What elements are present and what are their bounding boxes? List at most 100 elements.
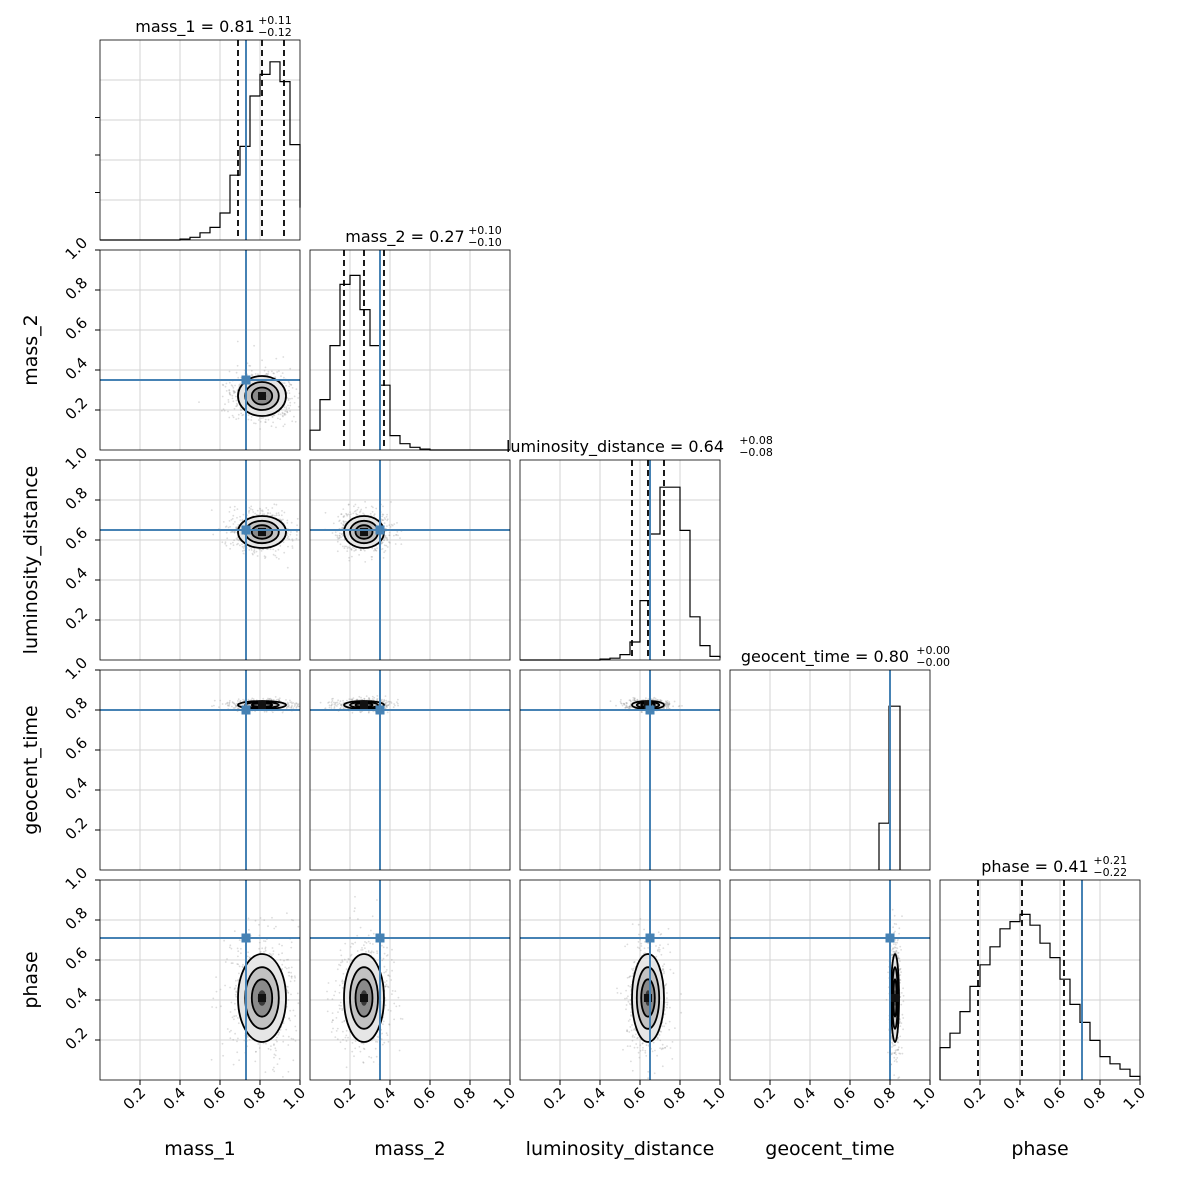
sample-point bbox=[257, 373, 259, 375]
sample-point bbox=[233, 531, 236, 534]
sample-point bbox=[250, 505, 253, 508]
truth-marker bbox=[241, 525, 251, 535]
sample-point bbox=[235, 418, 238, 420]
sample-point bbox=[633, 700, 636, 702]
sample-point bbox=[279, 518, 281, 521]
sample-point bbox=[250, 369, 253, 372]
sample-point bbox=[237, 1037, 239, 1040]
sample-point bbox=[236, 340, 239, 343]
sample-point bbox=[349, 511, 351, 513]
sample-point bbox=[235, 979, 237, 982]
sample-point bbox=[334, 534, 337, 537]
title-minus: −0.22 bbox=[1093, 866, 1127, 879]
sample-point bbox=[341, 527, 343, 530]
sample-point bbox=[342, 523, 345, 526]
sample-point bbox=[286, 958, 288, 961]
sample-point bbox=[385, 536, 388, 539]
sample-point bbox=[275, 1049, 277, 1052]
2d-panel-mass_1-geocent_time bbox=[95, 669, 301, 871]
sample-point bbox=[235, 405, 238, 408]
sample-point bbox=[272, 698, 275, 701]
sample-point bbox=[260, 417, 263, 420]
sample-point bbox=[349, 513, 352, 516]
sample-point bbox=[665, 705, 668, 708]
sample-point bbox=[233, 531, 236, 534]
sample-point bbox=[236, 947, 239, 950]
hist-panel-mass_2: mass_2 = 0.27 +0.10−0.10 bbox=[309, 224, 511, 451]
title-luminosity_distance: luminosity_distance = 0.64 +0.08−0.08 bbox=[506, 434, 773, 459]
sample-point bbox=[625, 706, 628, 709]
sample-point bbox=[287, 992, 290, 994]
sample-point bbox=[227, 704, 229, 706]
sample-point bbox=[340, 513, 343, 516]
sample-point bbox=[619, 700, 622, 703]
sample-point bbox=[239, 383, 242, 385]
sample-point bbox=[263, 369, 266, 372]
panel-title: mass_1 = 0.81 bbox=[135, 17, 254, 37]
sample-point bbox=[293, 401, 296, 404]
sample-point bbox=[360, 508, 363, 511]
sample-point bbox=[264, 949, 267, 952]
sample-point bbox=[625, 702, 628, 704]
sample-point bbox=[279, 1028, 282, 1031]
sample-point bbox=[384, 549, 387, 552]
sample-point bbox=[348, 698, 351, 700]
sample-point bbox=[263, 513, 266, 516]
sample-point bbox=[288, 392, 291, 394]
sample-point bbox=[386, 513, 388, 516]
sample-point bbox=[231, 701, 234, 704]
sample-point bbox=[340, 536, 342, 539]
sample-point bbox=[285, 384, 287, 387]
panel-frame bbox=[729, 669, 931, 871]
sample-point bbox=[232, 544, 235, 547]
sample-point bbox=[285, 699, 287, 701]
sample-point bbox=[348, 514, 351, 516]
sample-point bbox=[383, 544, 386, 547]
sample-point bbox=[232, 541, 234, 544]
sample-point bbox=[625, 704, 628, 707]
sample-point bbox=[264, 366, 267, 369]
sample-point bbox=[237, 417, 240, 420]
sample-point bbox=[387, 704, 390, 706]
sample-point bbox=[267, 925, 269, 927]
sample-point bbox=[342, 508, 345, 510]
sample-point bbox=[356, 698, 359, 701]
sample-point bbox=[365, 695, 368, 697]
sample-point bbox=[228, 389, 231, 392]
sample-point bbox=[335, 701, 337, 704]
hist-panel-phase: phase = 0.41 +0.21−0.22 bbox=[939, 854, 1141, 1085]
sample-point bbox=[286, 706, 288, 709]
title-plus: +0.08 bbox=[739, 434, 773, 447]
sample-point bbox=[293, 980, 296, 982]
sample-point bbox=[231, 705, 233, 708]
sample-point bbox=[226, 702, 229, 705]
sample-point bbox=[359, 548, 362, 551]
sample-point bbox=[374, 548, 377, 551]
sample-point bbox=[283, 414, 286, 416]
sample-point bbox=[264, 421, 267, 424]
sample-point bbox=[340, 533, 343, 536]
sample-point bbox=[371, 556, 374, 558]
title-plus: +0.10 bbox=[468, 224, 502, 237]
sample-point bbox=[287, 999, 290, 1001]
sample-point bbox=[224, 385, 227, 388]
sample-point bbox=[224, 984, 227, 987]
sample-point bbox=[623, 703, 626, 705]
sample-point bbox=[355, 512, 357, 515]
truth-marker bbox=[241, 375, 251, 385]
sample-point bbox=[390, 523, 393, 526]
sample-point bbox=[388, 703, 391, 705]
panel-bg bbox=[730, 670, 930, 870]
sample-point bbox=[242, 513, 245, 516]
sample-point bbox=[357, 506, 360, 509]
sample-point bbox=[664, 705, 667, 707]
sample-point bbox=[249, 508, 252, 510]
sample-point bbox=[290, 384, 293, 386]
sample-point bbox=[673, 700, 676, 703]
sample-point bbox=[251, 374, 254, 376]
sample-point bbox=[285, 408, 288, 410]
sample-point bbox=[259, 512, 262, 515]
sample-point bbox=[382, 557, 385, 559]
sample-point bbox=[339, 707, 342, 709]
sample-point bbox=[239, 407, 242, 409]
